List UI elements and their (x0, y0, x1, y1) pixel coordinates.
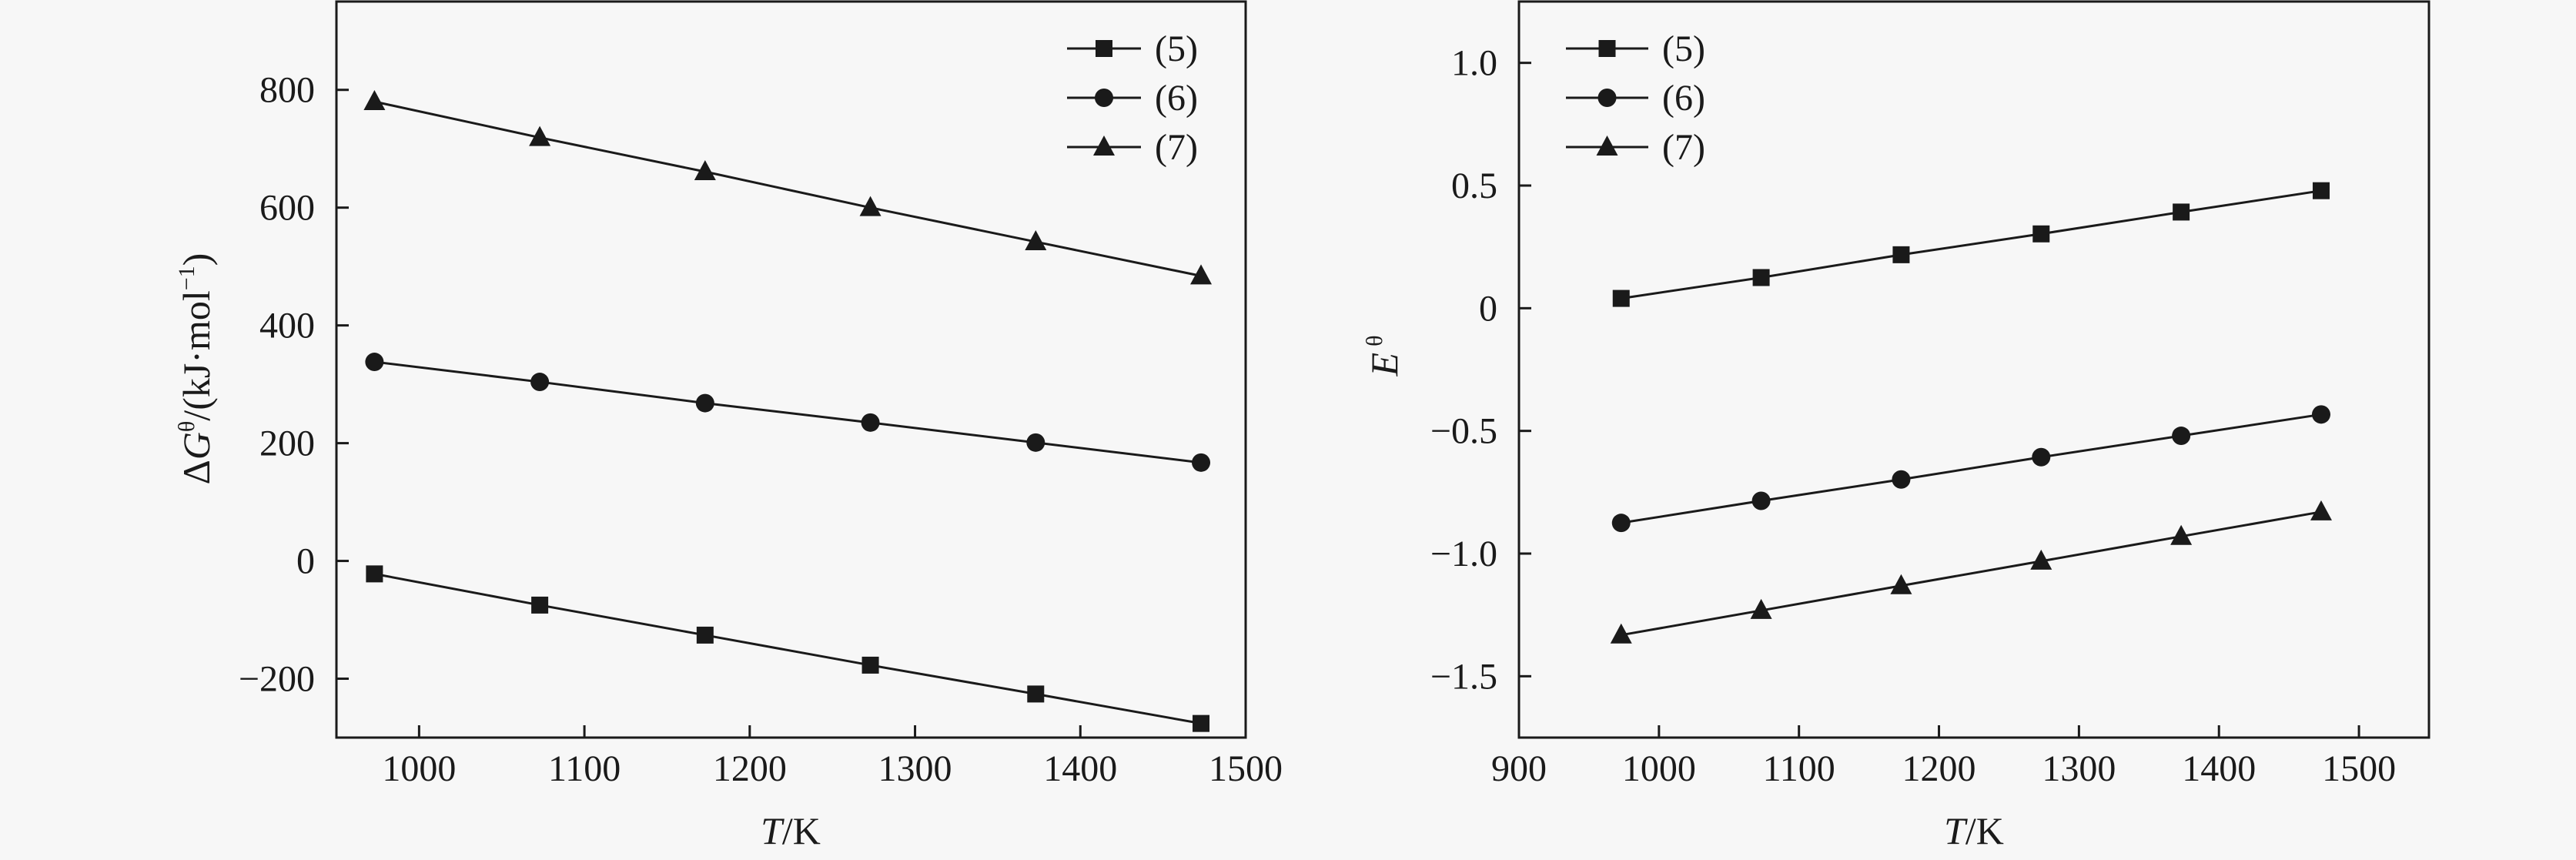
legend-label: (5) (1155, 28, 1198, 69)
x-tick-label: 1400 (2182, 748, 2256, 789)
plot-frame (1517, 0, 2430, 739)
data-point-circle (1192, 453, 1211, 472)
legend-triangle-icon (1093, 136, 1115, 156)
legend-square-icon (1598, 40, 1616, 57)
data-point-square (1027, 685, 1045, 703)
series-line-0 (1621, 189, 2322, 300)
data-point-triangle (1190, 264, 1213, 285)
data-point-circle (1026, 433, 1045, 452)
data-point-triangle (529, 125, 551, 146)
data-point-square (1193, 714, 1210, 732)
y-tick-label: −1.5 (1430, 656, 1497, 697)
data-point-circle (2311, 405, 2330, 424)
y-tick-label: 800 (259, 70, 315, 111)
y-tick-label: 200 (259, 423, 315, 464)
chart1-ylabel: Eθ (1362, 336, 1406, 377)
data-point-square (2312, 182, 2330, 199)
x-tick-label: 1200 (713, 748, 787, 789)
legend-label: (6) (1155, 78, 1198, 119)
data-point-triangle (363, 90, 386, 111)
x-tick-label: 1200 (1902, 748, 1976, 789)
legend-label: (7) (1662, 127, 1705, 168)
x-tick-label: 1000 (1622, 748, 1696, 789)
data-point-circle (861, 413, 880, 432)
y-tick-label: 600 (259, 188, 315, 229)
legend-label: (5) (1662, 28, 1705, 69)
y-tick-label: −200 (239, 659, 315, 700)
plot-frame (335, 0, 1247, 739)
x-tick-label: 1300 (878, 748, 952, 789)
data-point-circle (695, 393, 714, 413)
data-point-square (696, 626, 714, 644)
x-tick-label: 1000 (382, 748, 456, 789)
chart0-xlabel: T/K (761, 809, 821, 852)
data-point-triangle (1025, 230, 1047, 251)
x-tick-label: 1500 (1209, 748, 1283, 789)
x-tick-label: 1100 (1763, 748, 1835, 789)
data-point-triangle (2310, 500, 2332, 520)
data-point-square (531, 596, 549, 614)
y-tick-label: 1.0 (1451, 43, 1497, 84)
series-line-0 (374, 572, 1202, 725)
y-tick-label: −1.0 (1430, 534, 1497, 574)
legend-label: (7) (1155, 127, 1198, 168)
data-point-triangle (1610, 623, 1632, 644)
data-point-triangle (2170, 524, 2193, 545)
y-tick-label: 0.5 (1451, 166, 1497, 206)
series-line-1 (1621, 413, 2322, 524)
legend-circle-icon (1095, 89, 1113, 107)
data-point-square (1752, 269, 1770, 286)
legend-triangle-icon (1596, 136, 1618, 156)
data-point-circle (1751, 491, 1771, 510)
data-point-square (1892, 246, 1910, 263)
data-point-circle (1892, 470, 1911, 489)
x-tick-label: 1300 (2042, 748, 2116, 789)
data-point-square (366, 565, 383, 583)
chart-delta-g: 1000 1100 1200 1300 1400 1500 −200 0 200 400 600 80… (239, 0, 1283, 789)
x-tick-label: 1500 (2322, 748, 2396, 789)
series-line-2 (374, 100, 1202, 277)
data-point-circle (1611, 514, 1631, 533)
data-point-triangle (2030, 549, 2052, 570)
y-tick-label: 400 (259, 306, 315, 346)
legend-circle-icon (1597, 89, 1617, 107)
data-point-circle (365, 353, 384, 372)
x-tick-label: 1100 (548, 748, 621, 789)
data-point-circle (530, 373, 550, 392)
data-point-square (2173, 203, 2190, 221)
data-point-triangle (1750, 598, 1772, 619)
y-tick-label: 0 (1479, 288, 1497, 329)
y-tick-label: 0 (296, 541, 315, 582)
data-point-triangle (859, 196, 882, 216)
chart0-ylabel: ΔGθ/(kJ·mol−1) (174, 253, 218, 485)
data-point-square (2032, 225, 2050, 243)
data-point-triangle (1890, 574, 1912, 594)
data-point-square (1612, 289, 1630, 307)
y-tick-label: −0.5 (1430, 411, 1497, 452)
x-tick-label: 1400 (1043, 748, 1117, 789)
series-line-1 (374, 360, 1202, 464)
data-point-triangle (694, 160, 716, 181)
data-point-square (861, 656, 879, 674)
series-line-2 (1621, 510, 2322, 637)
x-tick-label: 900 (1491, 748, 1547, 789)
legend-label: (6) (1662, 78, 1705, 119)
chart-e-potential: 900 1000 1100 1200 1300 1400 1500 −1.5 −1.0 −0.5 0… (1430, 0, 2430, 789)
data-point-circle (2032, 447, 2051, 467)
chart1-xlabel: T/K (1944, 809, 2004, 852)
data-point-circle (2172, 427, 2191, 446)
legend-square-icon (1096, 40, 1112, 57)
